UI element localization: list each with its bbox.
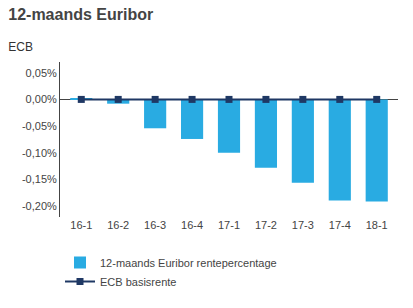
svg-text:17-1: 17-1	[218, 219, 240, 231]
svg-text:17-2: 17-2	[255, 219, 277, 231]
svg-text:0,00%: 0,00%	[26, 93, 57, 105]
svg-text:16-2: 16-2	[107, 219, 129, 231]
svg-text:-0,10%: -0,10%	[22, 147, 57, 159]
svg-text:16-3: 16-3	[144, 219, 166, 231]
svg-text:-0,15%: -0,15%	[22, 173, 57, 185]
svg-text:17-3: 17-3	[292, 219, 314, 231]
svg-text:16-4: 16-4	[181, 219, 203, 231]
svg-text:18-1: 18-1	[366, 219, 388, 231]
svg-text:ECB: ECB	[8, 40, 33, 54]
svg-text:ECB basisrente: ECB basisrente	[100, 276, 176, 288]
svg-text:12-maands Euribor: 12-maands Euribor	[8, 6, 153, 23]
svg-text:-0,20%: -0,20%	[22, 200, 57, 212]
svg-text:-0,05%: -0,05%	[22, 120, 57, 132]
svg-text:12-maands Euribor rentepercent: 12-maands Euribor rentepercentage	[100, 257, 277, 269]
svg-text:17-4: 17-4	[329, 219, 351, 231]
svg-text:0,05%: 0,05%	[26, 67, 57, 79]
svg-text:16-1: 16-1	[70, 219, 92, 231]
